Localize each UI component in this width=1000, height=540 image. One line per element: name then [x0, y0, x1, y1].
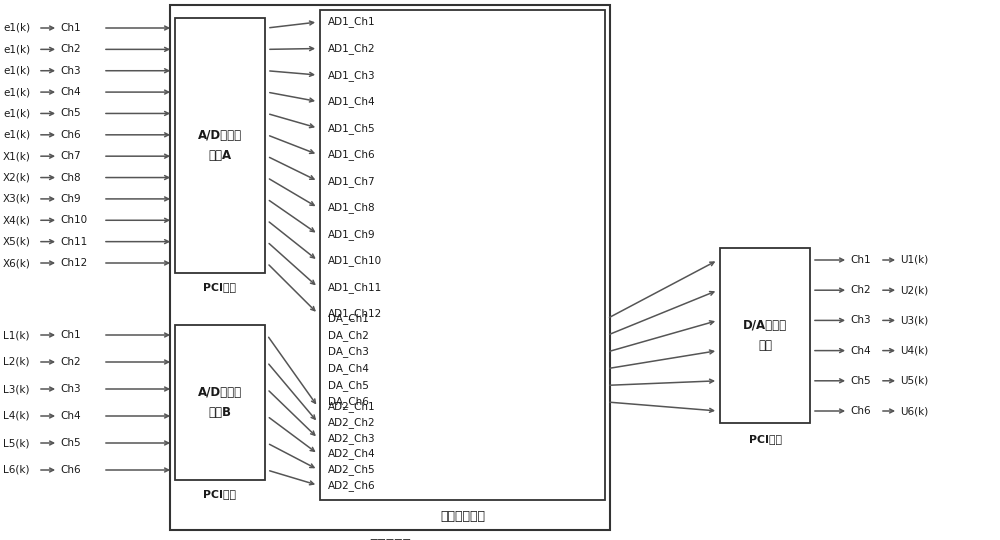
- Text: DA_Ch1: DA_Ch1: [328, 313, 369, 324]
- Text: X1(k): X1(k): [3, 151, 31, 161]
- Text: AD2_Ch6: AD2_Ch6: [328, 480, 376, 491]
- Text: L3(k): L3(k): [3, 384, 30, 394]
- Text: L4(k): L4(k): [3, 411, 30, 421]
- Text: Ch7: Ch7: [60, 151, 81, 161]
- Text: AD1_Ch8: AD1_Ch8: [328, 202, 376, 213]
- Text: Ch5: Ch5: [60, 109, 81, 118]
- Text: 理卡A: 理卡A: [208, 149, 232, 162]
- Text: e1(k): e1(k): [3, 44, 30, 55]
- Text: AD2_Ch3: AD2_Ch3: [328, 433, 376, 444]
- Text: U6(k): U6(k): [900, 406, 928, 416]
- Text: Ch2: Ch2: [60, 357, 81, 367]
- Text: U1(k): U1(k): [900, 255, 928, 265]
- Text: Ch6: Ch6: [850, 406, 871, 416]
- Text: DA_Ch4: DA_Ch4: [328, 363, 369, 374]
- Text: Ch6: Ch6: [60, 465, 81, 475]
- Bar: [720, 248, 810, 423]
- Text: Ch11: Ch11: [60, 237, 87, 247]
- Text: A/D数据处: A/D数据处: [198, 129, 242, 142]
- Text: AD2_Ch4: AD2_Ch4: [328, 449, 376, 460]
- Text: PCI总线: PCI总线: [748, 434, 782, 444]
- Text: 理卡B: 理卡B: [208, 406, 232, 419]
- Text: Ch3: Ch3: [850, 315, 871, 326]
- Text: 理卡: 理卡: [758, 339, 772, 352]
- Text: X4(k): X4(k): [3, 215, 31, 225]
- Bar: [175, 18, 265, 273]
- Text: L5(k): L5(k): [3, 438, 30, 448]
- Text: AD1_Ch4: AD1_Ch4: [328, 96, 376, 107]
- Text: e1(k): e1(k): [3, 87, 30, 97]
- Text: Ch1: Ch1: [850, 255, 871, 265]
- Text: 控制计算机: 控制计算机: [369, 538, 411, 540]
- Text: Ch4: Ch4: [60, 87, 81, 97]
- Text: e1(k): e1(k): [3, 130, 30, 140]
- Text: Ch4: Ch4: [850, 346, 871, 356]
- Text: Ch1: Ch1: [60, 330, 81, 340]
- Text: PCI总线: PCI总线: [204, 489, 237, 499]
- Text: AD1_Ch11: AD1_Ch11: [328, 282, 382, 293]
- Text: DA_Ch6: DA_Ch6: [328, 396, 369, 408]
- Text: X6(k): X6(k): [3, 258, 31, 268]
- Text: e1(k): e1(k): [3, 23, 30, 33]
- Text: e1(k): e1(k): [3, 66, 30, 76]
- Text: Ch10: Ch10: [60, 215, 87, 225]
- Text: Ch4: Ch4: [60, 411, 81, 421]
- Text: DA_Ch3: DA_Ch3: [328, 347, 369, 357]
- Text: L1(k): L1(k): [3, 330, 30, 340]
- Text: Ch12: Ch12: [60, 258, 87, 268]
- Text: AD1_Ch3: AD1_Ch3: [328, 70, 376, 80]
- Text: X3(k): X3(k): [3, 194, 31, 204]
- Text: AD1_Ch2: AD1_Ch2: [328, 43, 376, 54]
- Text: Ch3: Ch3: [60, 66, 81, 76]
- Text: Ch1: Ch1: [60, 23, 81, 33]
- Text: U5(k): U5(k): [900, 376, 928, 386]
- Text: AD1_Ch5: AD1_Ch5: [328, 123, 376, 133]
- Text: AD2_Ch2: AD2_Ch2: [328, 417, 376, 428]
- Text: Ch5: Ch5: [850, 376, 871, 386]
- Text: Ch5: Ch5: [60, 438, 81, 448]
- Text: U4(k): U4(k): [900, 346, 928, 356]
- Text: PCI总线: PCI总线: [204, 282, 237, 292]
- Text: Ch2: Ch2: [850, 285, 871, 295]
- Text: U3(k): U3(k): [900, 315, 928, 326]
- Text: L2(k): L2(k): [3, 357, 30, 367]
- Text: AD1_Ch9: AD1_Ch9: [328, 229, 376, 240]
- Text: Ch2: Ch2: [60, 44, 81, 55]
- Text: U2(k): U2(k): [900, 285, 928, 295]
- Text: A/D数据处: A/D数据处: [198, 386, 242, 399]
- Text: 实时控制模块: 实时控制模块: [440, 510, 485, 523]
- Text: e1(k): e1(k): [3, 109, 30, 118]
- Text: AD1_Ch1: AD1_Ch1: [328, 17, 376, 28]
- Text: D/A数据处: D/A数据处: [743, 319, 787, 332]
- Text: DA_Ch5: DA_Ch5: [328, 380, 369, 391]
- Text: AD1_Ch6: AD1_Ch6: [328, 149, 376, 160]
- Bar: [170, 5, 610, 530]
- Text: AD1_Ch7: AD1_Ch7: [328, 176, 376, 187]
- Bar: [320, 10, 605, 500]
- Text: Ch8: Ch8: [60, 173, 81, 183]
- Text: Ch6: Ch6: [60, 130, 81, 140]
- Text: AD2_Ch5: AD2_Ch5: [328, 464, 376, 475]
- Text: X2(k): X2(k): [3, 173, 31, 183]
- Text: AD1_Ch10: AD1_Ch10: [328, 255, 382, 266]
- Text: AD2_Ch1: AD2_Ch1: [328, 401, 376, 413]
- Text: L6(k): L6(k): [3, 465, 30, 475]
- Bar: [175, 325, 265, 480]
- Text: Ch3: Ch3: [60, 384, 81, 394]
- Text: Ch9: Ch9: [60, 194, 81, 204]
- Text: DA_Ch2: DA_Ch2: [328, 330, 369, 341]
- Text: X5(k): X5(k): [3, 237, 31, 247]
- Text: AD1_Ch12: AD1_Ch12: [328, 308, 382, 319]
